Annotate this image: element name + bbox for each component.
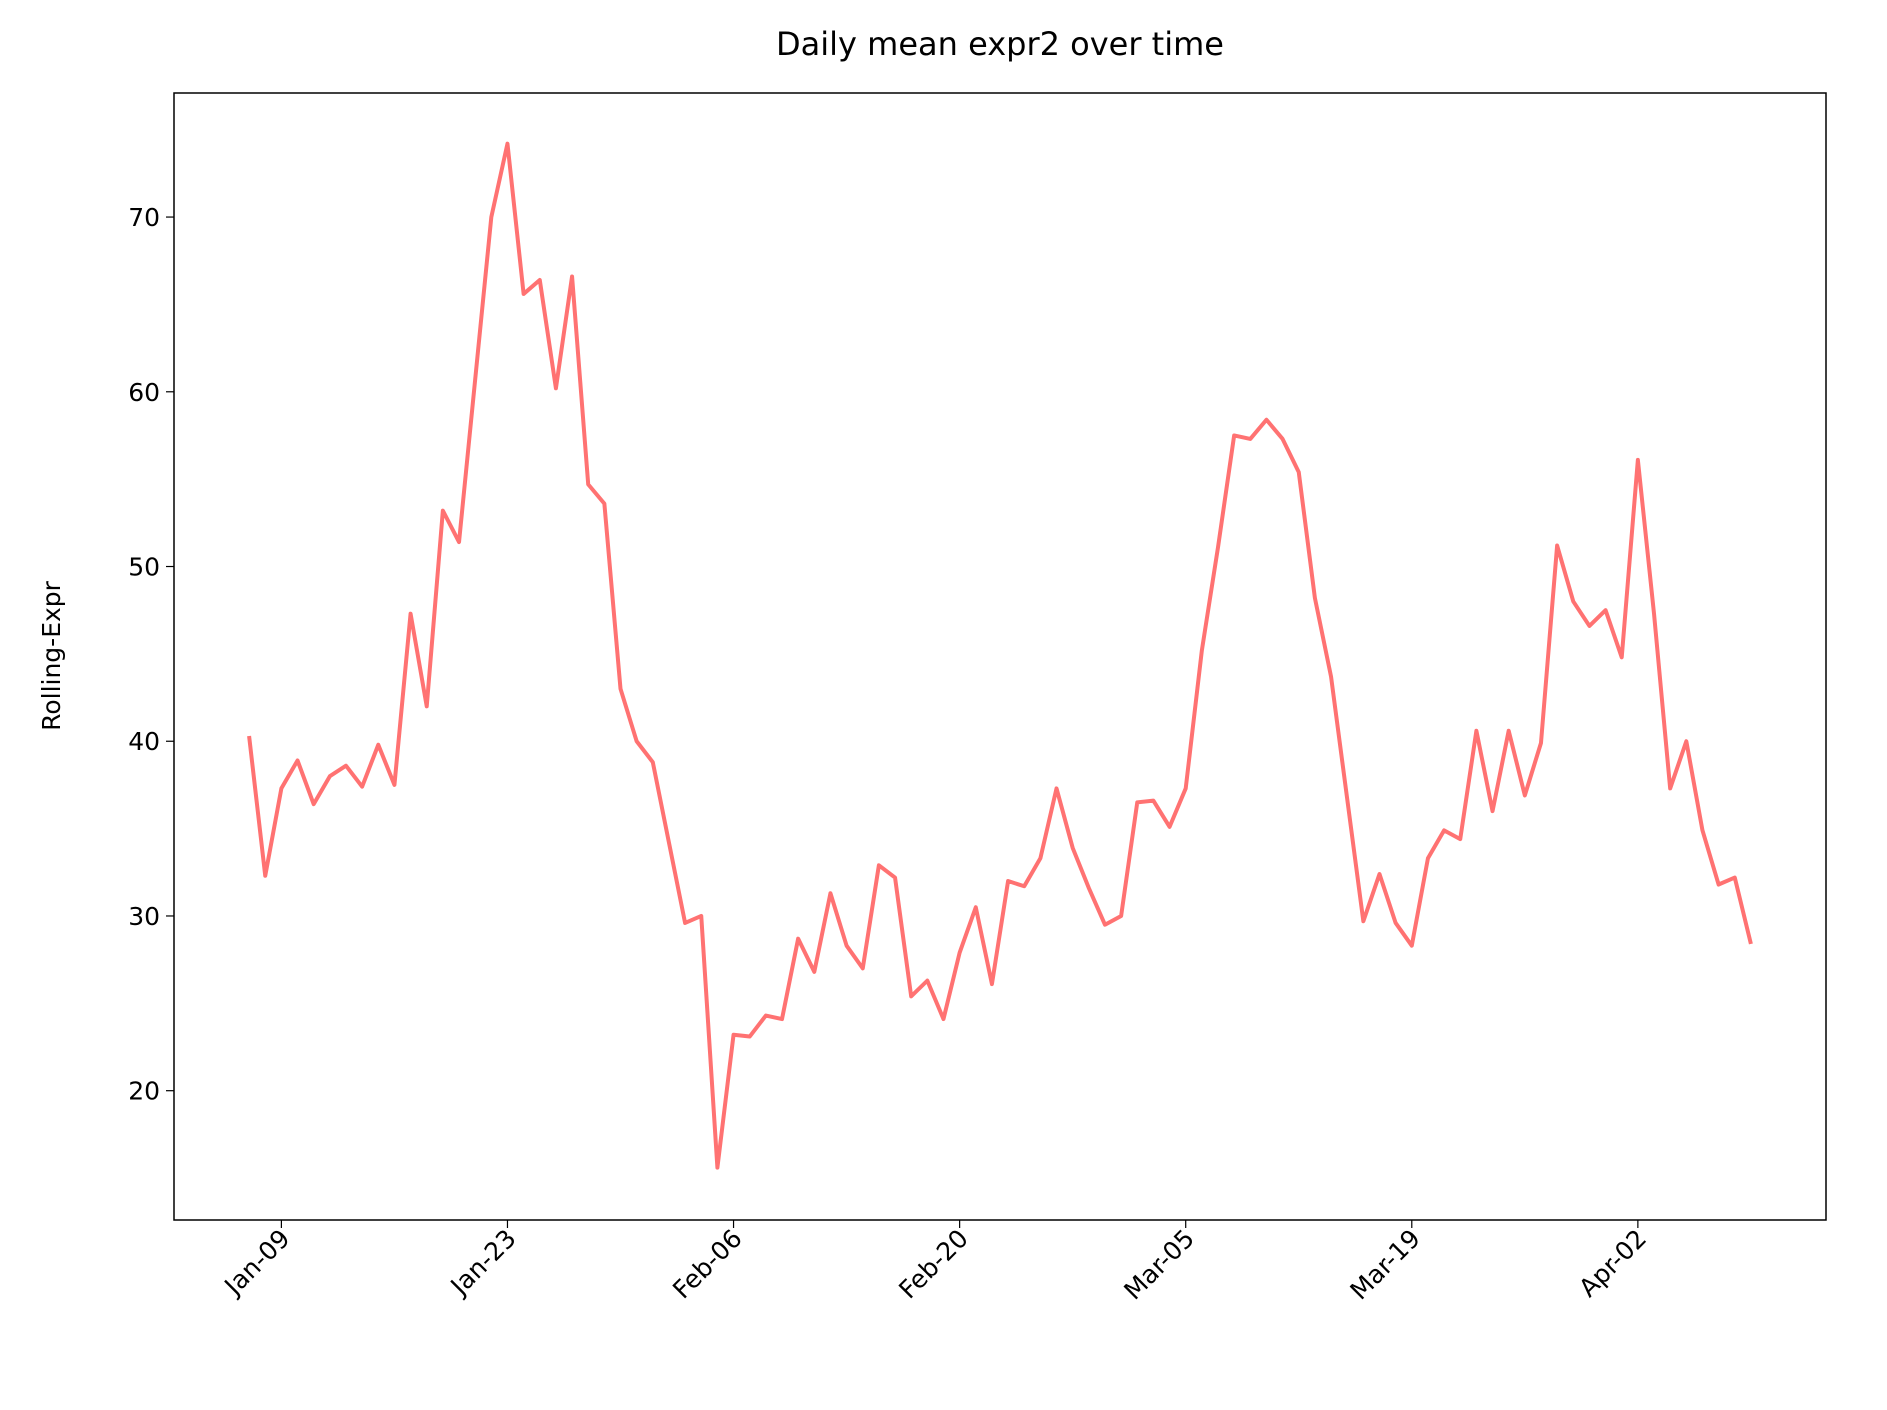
x-tick-label: Feb-06 xyxy=(667,1224,748,1305)
x-tick-label: Feb-20 xyxy=(893,1224,974,1305)
x-tick-label: Apr-02 xyxy=(1573,1224,1652,1303)
data-line xyxy=(247,141,1753,1170)
x-tick-label: Jan-09 xyxy=(218,1224,296,1302)
x-tick-label: Mar-05 xyxy=(1118,1224,1200,1306)
x-tick-label: Mar-19 xyxy=(1344,1224,1426,1306)
plot-frame xyxy=(173,92,1827,1221)
y-tick-label: 60 xyxy=(128,378,160,407)
y-tick-label: 20 xyxy=(128,1077,160,1106)
y-axis-label: Rolling-Expr xyxy=(37,580,66,731)
x-tick-label: Jan-23 xyxy=(444,1224,522,1302)
y-tick-label: 50 xyxy=(128,553,160,582)
chart-title: Daily mean expr2 over time xyxy=(776,25,1224,63)
y-tick-label: 70 xyxy=(128,203,160,232)
y-tick-label: 30 xyxy=(128,902,160,931)
y-tick-label: 40 xyxy=(128,727,160,756)
